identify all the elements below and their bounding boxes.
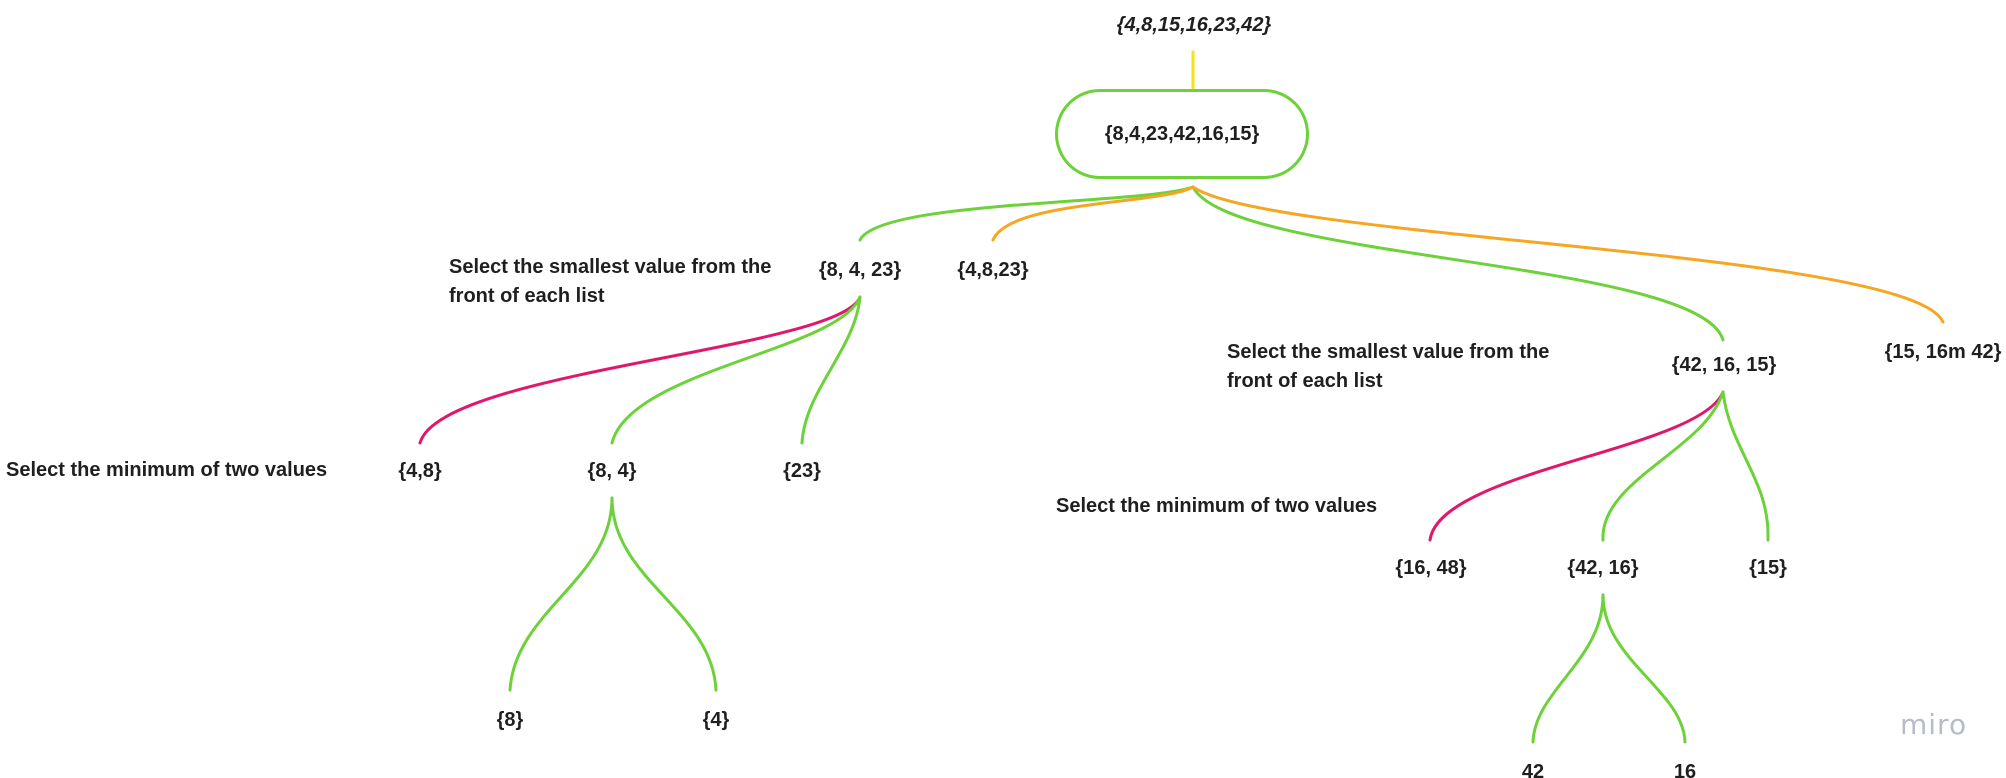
left-sorted-node: {4,8,23} xyxy=(957,259,1029,281)
edge-root-to-right-sorted xyxy=(1191,185,1945,324)
right-sub-pair-node: {42, 16} xyxy=(1567,557,1639,579)
edge-left-pair-to-leaf-b xyxy=(610,496,718,692)
right-sub-merged-node: {16, 48} xyxy=(1395,557,1467,579)
right-sorted-node: {15, 16m 42} xyxy=(1884,341,2002,363)
edge-right-pair-to-leaf-b xyxy=(1601,593,1687,744)
right-sub-single-node: {15} xyxy=(1749,557,1787,579)
root-node: {8,4,23,42,16,15} xyxy=(1055,89,1309,179)
edge-left-split-to-pair xyxy=(610,295,862,445)
right-split-node: {42, 16, 15} xyxy=(1671,354,1777,376)
right-leaf-b: 16 xyxy=(1673,761,1697,778)
edge-left-split-to-single xyxy=(800,295,862,445)
sorted-output-label: {4,8,15,16,23,42} xyxy=(1116,14,1272,36)
instruction-select-min-left: Select the minimum of two values xyxy=(6,459,328,481)
miro-logo: miro xyxy=(1900,708,1968,741)
edge-left-split-to-merged xyxy=(418,295,862,445)
right-leaf-a: 42 xyxy=(1521,761,1545,778)
left-leaf-b: {4} xyxy=(702,709,730,731)
edge-right-split-to-single xyxy=(1721,390,1770,542)
left-sub-pair-node: {8, 4} xyxy=(587,460,637,482)
left-sub-single-node: {23} xyxy=(783,460,821,482)
edge-right-split-to-pair xyxy=(1601,390,1725,542)
left-leaf-a: {8} xyxy=(496,709,524,731)
instruction-select-front-left: Select the smallest value from the front… xyxy=(449,256,772,307)
root-node-label: {8,4,23,42,16,15} xyxy=(1104,122,1260,145)
instruction-select-min-right: Select the minimum of two values xyxy=(1056,495,1378,517)
edge-right-pair-to-leaf-a xyxy=(1531,593,1605,744)
edge-root-to-left-sorted xyxy=(991,185,1195,242)
edge-root-to-right-split xyxy=(1191,185,1725,342)
left-split-node: {8, 4, 23} xyxy=(818,259,902,281)
edge-root-to-left-split xyxy=(858,185,1195,242)
instruction-select-front-right: Select the smallest value from the front… xyxy=(1227,341,1550,392)
edge-left-pair-to-leaf-a xyxy=(508,496,614,692)
edge-right-split-to-merged xyxy=(1428,390,1725,542)
left-sub-merged-node: {4,8} xyxy=(398,460,442,482)
